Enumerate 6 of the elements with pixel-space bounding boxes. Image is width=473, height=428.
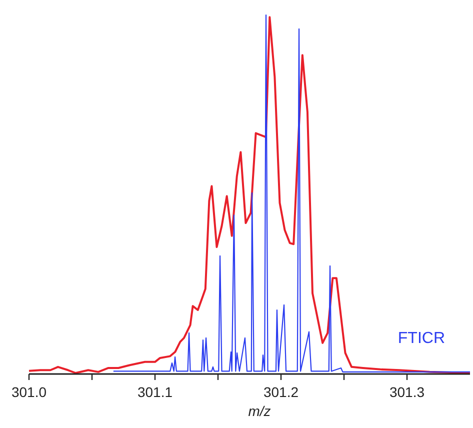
x-tick-label: 301.0 — [11, 384, 47, 400]
x-tick-label: 301.2 — [263, 384, 299, 400]
series-label: FTICR — [398, 330, 445, 347]
x-tick-label: 301.1 — [137, 384, 173, 400]
x-tick-label: 301.3 — [389, 384, 425, 400]
x-axis-title: m/z — [248, 403, 271, 419]
